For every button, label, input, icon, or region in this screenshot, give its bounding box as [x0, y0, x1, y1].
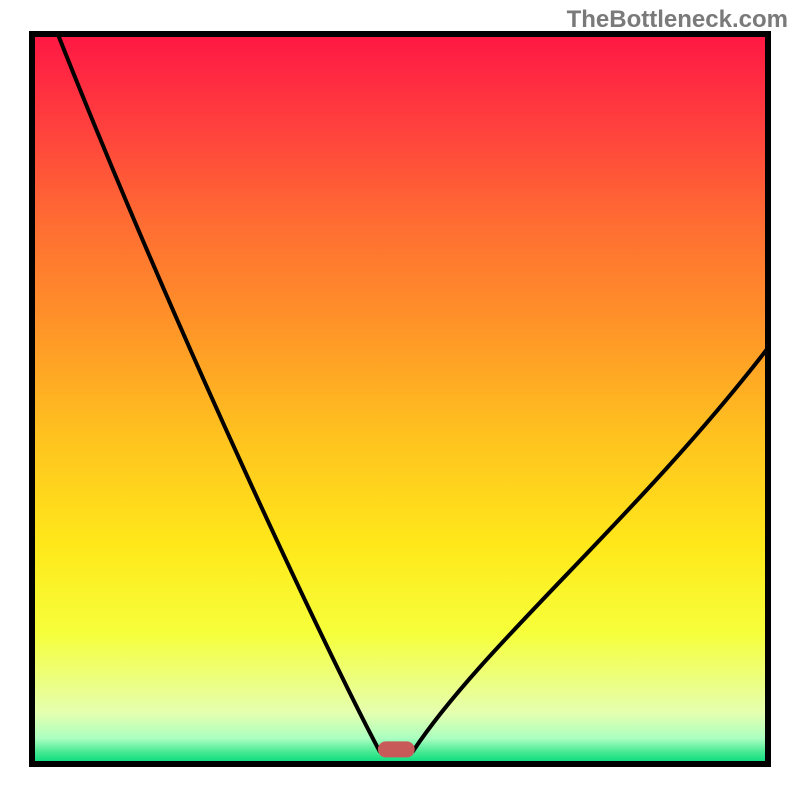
valley-marker	[378, 741, 415, 757]
chart-container: TheBottleneck.com	[0, 0, 800, 800]
chart-background	[32, 34, 768, 764]
bottleneck-chart	[0, 0, 800, 800]
watermark-text: TheBottleneck.com	[567, 6, 788, 34]
